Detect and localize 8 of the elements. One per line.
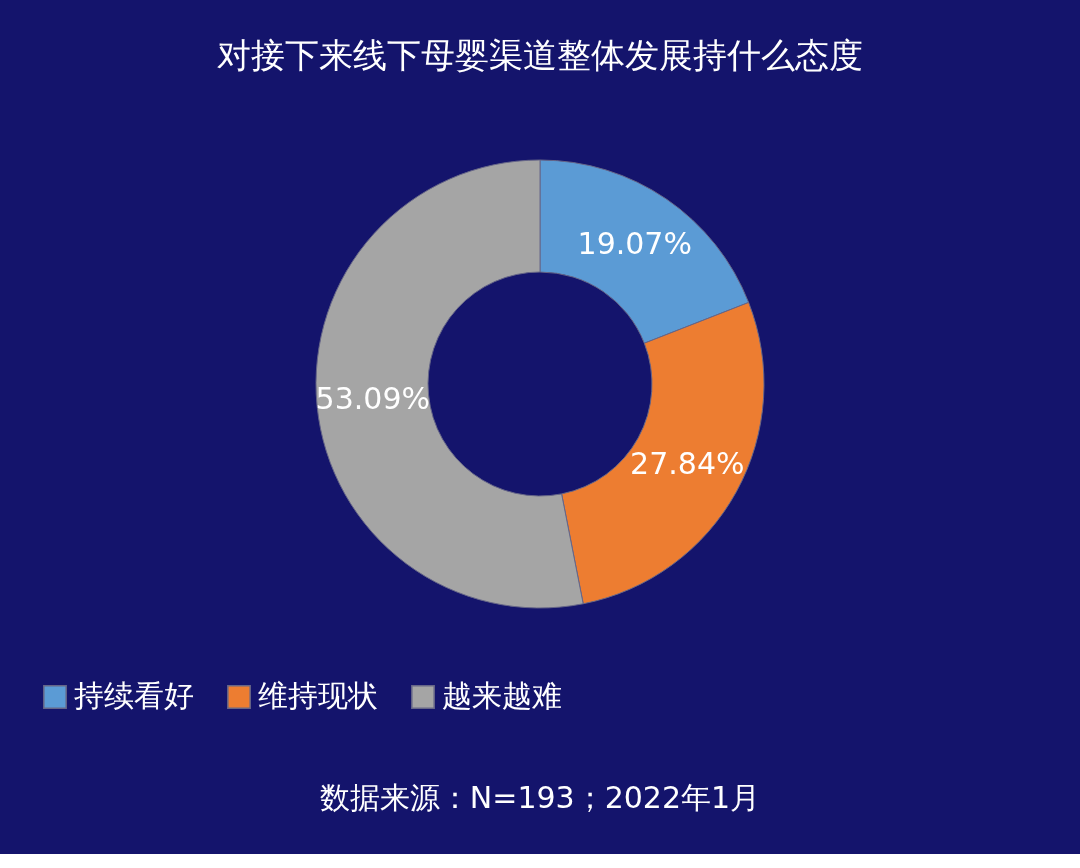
chart-title: 对接下来线下母婴渠道整体发展持什么态度: [217, 35, 863, 75]
data-label: 27.84%: [630, 445, 745, 481]
legend-label: 维持现状: [258, 678, 378, 713]
source-note: 数据来源：N=193；2022年1月: [319, 780, 761, 815]
data-label: 53.09%: [315, 381, 430, 417]
legend-label: 持续看好: [74, 678, 194, 713]
legend-label: 越来越难: [442, 678, 562, 713]
data-label: 19.07%: [577, 226, 692, 262]
